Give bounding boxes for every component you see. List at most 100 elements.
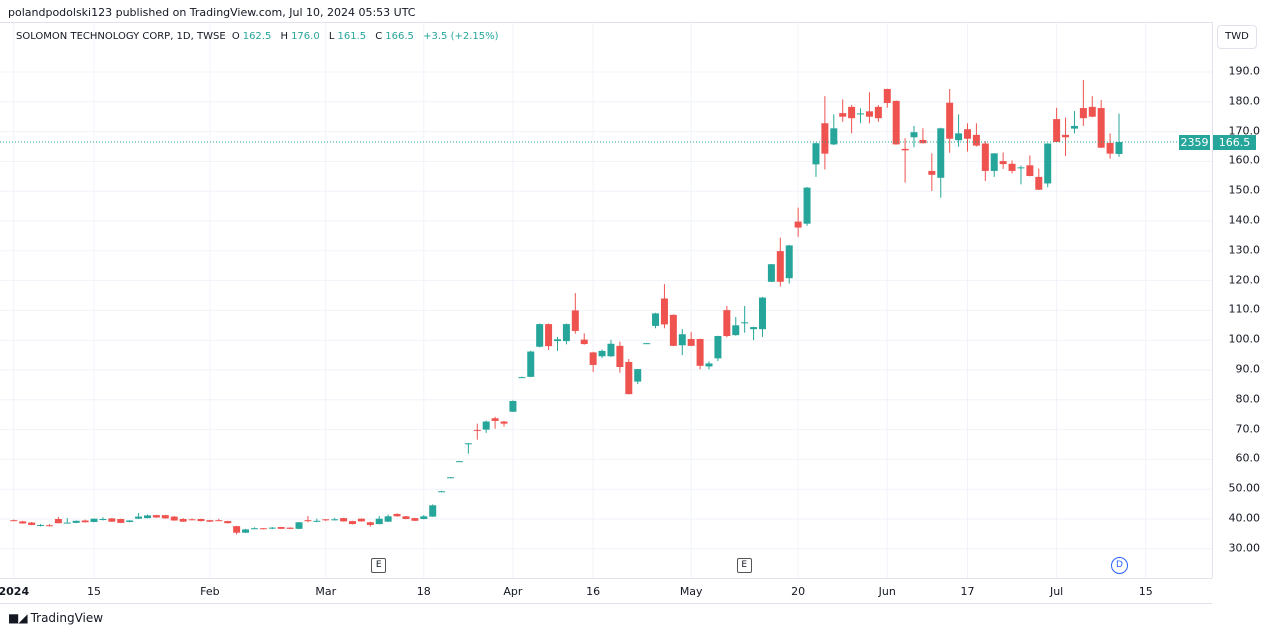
candle-body (1088, 106, 1096, 117)
candle (340, 517, 348, 522)
candle-body (1035, 176, 1043, 190)
candle-body (687, 339, 695, 346)
time-tick-label: 17 (960, 585, 975, 598)
candle (322, 519, 330, 522)
candle-body (28, 522, 36, 525)
candle-body (259, 528, 267, 530)
candle-body (45, 525, 53, 527)
candle (233, 525, 241, 535)
earnings-marker[interactable]: E (736, 558, 752, 573)
candle (732, 316, 740, 336)
candle (268, 527, 276, 530)
open-value: O 162.5 (232, 31, 275, 42)
time-tick-label: Mar (315, 585, 337, 598)
time-tick-label: 2024 (0, 585, 30, 598)
candle (250, 527, 258, 530)
candle-body (928, 170, 936, 175)
candle (812, 142, 820, 177)
candle-body (616, 345, 624, 368)
candle (126, 520, 134, 523)
candle-body (304, 520, 312, 522)
tradingview-logo[interactable]: ■◢ TradingView (8, 611, 103, 625)
time-tick-label: 18 (416, 585, 431, 598)
candle-body (857, 113, 865, 115)
currency-button[interactable]: TWD (1217, 25, 1257, 49)
candle-body (126, 520, 134, 522)
candle (776, 237, 784, 287)
candle (946, 88, 954, 153)
candle-body (108, 518, 116, 522)
candle (527, 350, 535, 378)
candle (384, 514, 392, 522)
candle-body (331, 519, 339, 521)
candle-body (758, 297, 766, 330)
candlestick-chart[interactable] (0, 23, 1212, 579)
candle (224, 520, 232, 524)
candle-body (295, 522, 303, 529)
candle-body (732, 325, 740, 336)
candle (286, 527, 294, 530)
candle (242, 528, 250, 534)
candle (660, 284, 668, 329)
candle (63, 518, 71, 524)
open-number: 162.5 (242, 31, 272, 42)
candle (937, 127, 945, 198)
candle-body (865, 111, 873, 117)
candle (830, 114, 838, 146)
price-axis[interactable]: 190.0 180.0 170.0 160.0 150.0 140.0 130.0 120.0… (1212, 22, 1267, 578)
candle (669, 314, 677, 347)
candle-body (313, 520, 321, 522)
candle (963, 123, 971, 152)
candle-body (242, 529, 250, 533)
candle-body (143, 515, 151, 519)
price-tick-label: 100.0 (1228, 332, 1261, 346)
candle-body (990, 153, 998, 171)
candle-body (1106, 142, 1114, 154)
candle (188, 518, 196, 521)
time-axis[interactable]: 2024 15 Feb Mar 18 Apr 16 May 20 Jun 17 Jul 15 (0, 578, 1212, 604)
candle-body (161, 515, 169, 519)
candle-body (482, 421, 490, 430)
candle (928, 153, 936, 191)
candle-body (509, 400, 517, 412)
candle (19, 520, 27, 524)
candle-body (830, 128, 838, 145)
price-tick-label: 130.0 (1228, 243, 1261, 257)
candle-body (750, 327, 758, 330)
candle-body (348, 521, 356, 525)
candle (678, 329, 686, 356)
candle-body (1079, 108, 1087, 119)
candle (910, 125, 918, 148)
candle-body (536, 324, 544, 347)
candle-body (839, 113, 847, 117)
candle (259, 527, 267, 530)
candle-body (981, 143, 989, 171)
publisher-line: polandpodolski123 published on TradingVi… (8, 6, 416, 19)
candle (607, 339, 615, 357)
price-tick-label: 60.0 (1235, 451, 1261, 465)
last-volume-label: 2359 (1179, 135, 1210, 150)
candle-body (19, 521, 27, 524)
candle (143, 514, 151, 519)
candle (687, 331, 695, 347)
candle (54, 516, 62, 524)
dividend-marker[interactable]: D (1111, 557, 1128, 574)
candle-body (277, 527, 285, 529)
candle-body (589, 352, 597, 365)
candle (277, 526, 285, 530)
candle-body (562, 324, 570, 342)
chart-pane[interactable] (0, 22, 1212, 579)
candle (1070, 111, 1078, 134)
candle-body (72, 520, 80, 523)
earnings-marker[interactable]: E (371, 558, 387, 573)
candle-body (821, 123, 829, 154)
symbol-title[interactable]: SOLOMON TECHNOLOGY CORP, 1D, TWSE (16, 31, 226, 42)
candle-body (37, 524, 45, 526)
price-tick-label: 50.00 (1228, 481, 1261, 495)
candle-body (696, 339, 704, 366)
time-tick-label: Jun (878, 585, 896, 598)
candle-body (1044, 143, 1052, 184)
candle (331, 517, 339, 521)
candle (99, 517, 107, 521)
candle (420, 515, 428, 520)
